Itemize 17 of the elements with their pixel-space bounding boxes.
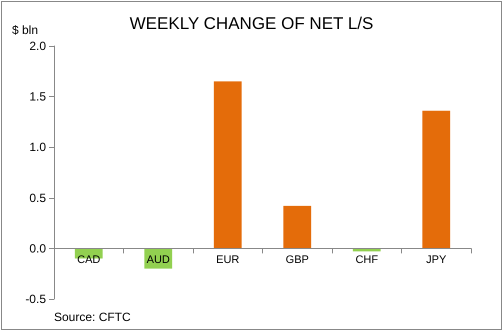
- source-note: Source: CFTC: [54, 310, 132, 324]
- y-tick-label: 2.0: [29, 39, 46, 53]
- y-tick-label: -0.5: [25, 292, 46, 306]
- x-tick-label: AUD: [146, 254, 170, 266]
- x-tick-label: CHF: [355, 254, 378, 266]
- chart-title: WEEKLY CHANGE OF NET L/S: [130, 14, 374, 33]
- x-tick-label: GBP: [286, 254, 309, 266]
- y-axis-title: $ bln: [12, 23, 38, 37]
- y-tick-label: 0.0: [29, 241, 46, 256]
- x-tick-label: EUR: [216, 254, 240, 266]
- y-tick-label: 0.5: [29, 190, 46, 205]
- y-tick-label: 1.5: [29, 90, 46, 104]
- bar: [214, 81, 242, 248]
- x-tick-label: JPY: [426, 254, 447, 266]
- y-tick-label: 1.0: [29, 140, 46, 154]
- bar: [283, 206, 312, 248]
- bar: [422, 110, 450, 248]
